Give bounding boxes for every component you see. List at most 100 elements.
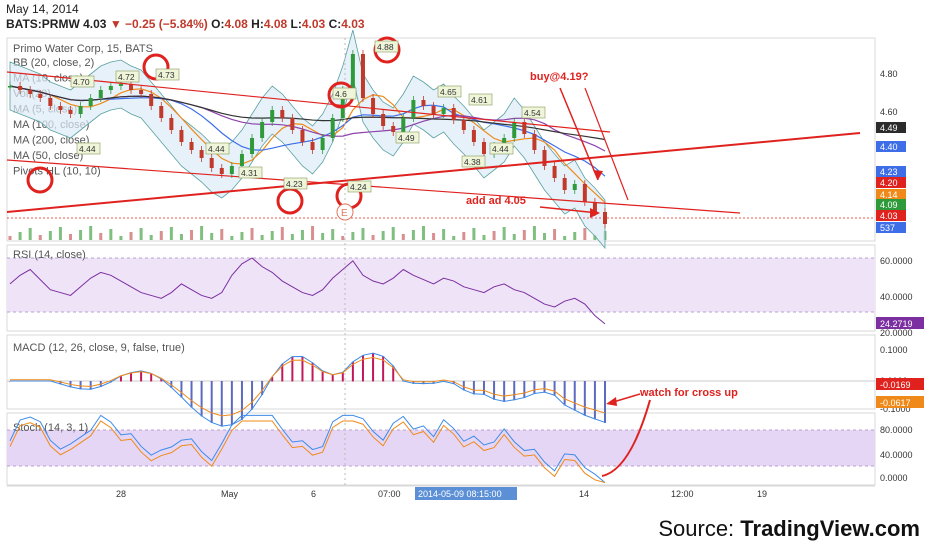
volume-bar	[482, 235, 486, 240]
candle-body	[360, 54, 365, 98]
candle-body	[260, 122, 265, 138]
price-tag: 4.14	[880, 190, 898, 200]
candle-body	[48, 98, 53, 106]
rsi-band	[7, 258, 875, 312]
candle-body	[290, 118, 295, 130]
indicator-label[interactable]: MA (50, close)	[13, 150, 83, 162]
macd-histogram-bar	[583, 381, 586, 416]
trendline-lower[interactable]	[6, 159, 741, 214]
volume-bar	[462, 232, 466, 240]
macd-tick-01: 0.1000	[880, 345, 908, 355]
volume-bar	[8, 236, 12, 240]
volume-bar	[522, 230, 526, 240]
stoch-cross-arrow	[601, 399, 651, 477]
pivot-label-bg	[468, 93, 493, 106]
macd-pane-title: MACD (12, 26, close, 9, false, true)	[13, 342, 185, 354]
price-tag-bg	[876, 189, 906, 200]
macd-histogram-bar	[251, 381, 254, 410]
pivot-label-bg	[205, 142, 230, 155]
indicator-label[interactable]: BB (20, close, 2)	[13, 57, 94, 69]
volume-bar	[159, 231, 163, 240]
macd-histogram-bar	[392, 365, 395, 382]
macd-histogram-bar	[372, 353, 375, 382]
trendline-support[interactable]	[6, 132, 861, 213]
earnings-event-icon[interactable]	[336, 203, 354, 221]
price-pane[interactable]	[6, 37, 876, 242]
candle-body	[481, 142, 486, 154]
macd-histogram-bar	[432, 381, 435, 384]
rsi-pane-title: RSI (14, close)	[13, 249, 86, 261]
pivot-labels: 4.70 4.44 4.72 4.73 4.44 4.31 4.23 4.6 4.24 4.88 4…	[70, 40, 546, 193]
macd-histogram-bar	[79, 381, 82, 390]
event-marker-label: E	[341, 208, 348, 219]
pivot-label-bg	[461, 155, 486, 168]
volume-bar	[411, 230, 415, 240]
macd-histogram-bar	[341, 372, 344, 382]
candle-body	[18, 86, 23, 90]
volume-bar	[532, 226, 536, 240]
pivot-label-bg	[332, 87, 357, 100]
candle-body	[139, 90, 144, 94]
volume-bar	[401, 234, 405, 240]
close-value: 4.03	[341, 17, 365, 31]
signal-last-tag-bg	[876, 396, 924, 408]
macd-pane[interactable]	[6, 334, 876, 410]
pivot-label: 4.24	[350, 182, 367, 192]
volume-bar	[290, 234, 294, 240]
candle-body	[552, 166, 557, 178]
volume-bar	[452, 236, 456, 240]
price-tag: 4.03	[880, 211, 898, 221]
stoch-tick-40: 40.0000	[880, 450, 913, 460]
volume-bar	[58, 227, 62, 240]
candle-body	[381, 114, 386, 126]
price-tick-480: 4.80	[880, 69, 898, 79]
candle-body	[592, 202, 597, 212]
volume-bar	[311, 226, 315, 240]
volume-bar	[371, 235, 375, 240]
macd-histogram-bar	[533, 381, 536, 394]
price-tag: 4.23	[880, 167, 898, 177]
volume-bar	[512, 234, 516, 240]
macd-histogram-bar	[523, 381, 526, 399]
low-value: 4.03	[301, 17, 326, 31]
volume-bar	[361, 228, 365, 240]
pivot-label: 4.73	[158, 70, 175, 80]
indicator-label[interactable]: Pivots HL (10, 10)	[13, 166, 101, 178]
source-brand: TradingView.com	[740, 516, 920, 541]
candle-body	[512, 122, 517, 138]
macd-histogram-bar	[150, 373, 153, 382]
candle-body	[411, 100, 416, 118]
pivot-label-bg	[283, 177, 308, 190]
volume-bar	[18, 232, 22, 240]
candle-body	[189, 142, 194, 150]
candle-body	[350, 54, 355, 90]
candle-body	[572, 184, 577, 190]
pivot-label-bg	[489, 142, 514, 155]
candle-body	[320, 138, 325, 150]
candle-body	[209, 158, 214, 168]
candle-body	[582, 184, 587, 202]
volume-bar	[220, 229, 224, 240]
macd-histogram-bar	[493, 381, 496, 400]
volume-bar	[553, 229, 557, 240]
volume-bar	[421, 226, 425, 240]
open-value: 4.08	[224, 17, 248, 31]
stoch-band	[7, 430, 875, 466]
time-label-0700: 07:00	[378, 489, 401, 499]
candle-body	[38, 94, 43, 98]
volume-bar	[583, 228, 587, 240]
macd-histogram-bar	[140, 370, 143, 382]
volume-bar	[38, 235, 42, 240]
pivot-label: 4.49	[398, 133, 415, 143]
volume-bar	[260, 235, 264, 240]
symbol-label[interactable]: BATS:PRMW	[6, 17, 80, 31]
candle-body	[98, 90, 103, 98]
volume-bar	[593, 235, 597, 240]
macd-histogram-bar	[422, 381, 425, 385]
macd-histogram-bar	[230, 381, 233, 426]
price-series	[8, 50, 607, 228]
volume-bar	[280, 227, 284, 240]
macd-histogram-bar	[553, 381, 556, 396]
trendline-upper[interactable]	[6, 71, 611, 133]
